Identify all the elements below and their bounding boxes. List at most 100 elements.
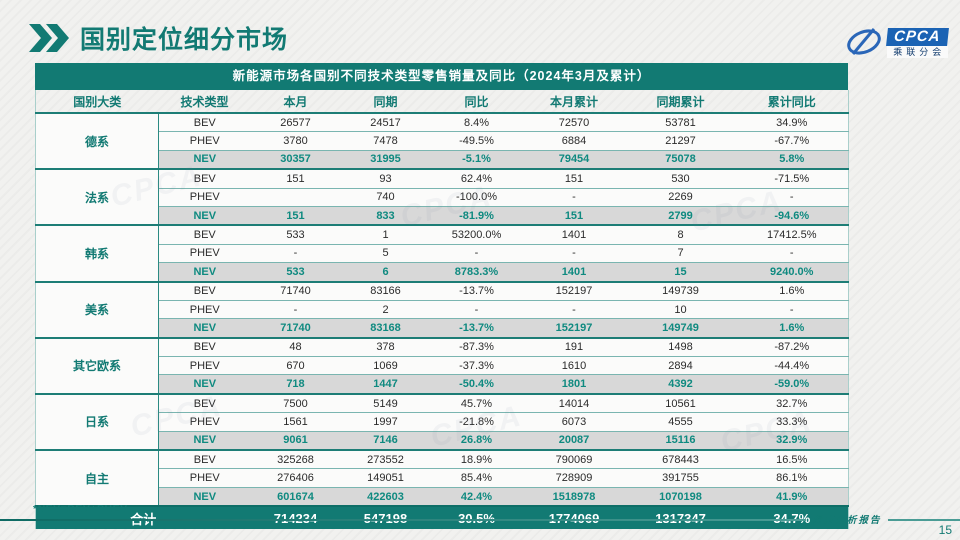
table-row: PHEV 276406 149051 85.4% 728909 391755 86.1% (36, 468, 849, 488)
cumulative-yoy-cell: -94.6% (735, 205, 849, 226)
prior-cumulative-cell: 10561 (625, 392, 736, 413)
yoy-cell: 18.9% (430, 449, 523, 469)
prior-cumulative-cell: 8 (625, 224, 736, 245)
tech-type-cell: BEV (158, 280, 251, 301)
current-month-cell: 151 (250, 205, 341, 226)
tech-type-cell: PHEV (158, 356, 251, 375)
prior-period-cell: 7478 (340, 131, 431, 151)
tech-type-cell: BEV (158, 336, 251, 357)
table-row: PHEV -2- -10- (36, 299, 849, 319)
cumulative-cell: 1774069 (522, 505, 626, 530)
current-month-cell: - (250, 243, 341, 263)
prior-cumulative-cell: 149749 (625, 318, 736, 338)
tech-type-cell: BEV (158, 112, 251, 132)
cumulative-cell: 79454 (522, 149, 626, 170)
prior-period-cell: 7146 (340, 430, 431, 451)
prior-cumulative-cell: 15116 (625, 430, 736, 451)
yoy-cell: -5.1% (430, 149, 523, 170)
cumulative-cell: - (522, 243, 626, 263)
prior-cumulative-cell: 1317347 (625, 505, 736, 530)
tech-type-cell: NEV (158, 374, 251, 394)
cumulative-yoy-cell: 34.7% (735, 505, 849, 530)
current-month-cell: 48 (250, 336, 341, 357)
table-row: PHEV 670 1069 -37.3% 1610 2894 -44.4% (36, 356, 849, 375)
current-month-cell: 601674 (250, 486, 341, 507)
table-row: PHEV 740 -100.0% -2269- (36, 187, 849, 207)
cumulative-cell: 72570 (522, 112, 626, 132)
table-row: NEV 9061 7146 26.8% 20087 15116 32.9% (36, 430, 849, 451)
table-row: 美系 BEV 71740 83166 -13.7% 152197 149739 1.6% (35, 280, 849, 338)
table-row: PHEV 1561 1997 -21.8% 6073 4555 33.3% (36, 412, 849, 432)
prior-period-cell: 31995 (340, 149, 431, 170)
tech-type-cell: BEV (158, 392, 251, 413)
cumulative-yoy-cell: 1.6% (735, 280, 849, 301)
yoy-cell: 30.5% (430, 505, 523, 530)
total-label: 合计 (35, 505, 251, 530)
column-header: 本月 (283, 94, 308, 109)
cumulative-cell: 6073 (522, 412, 626, 432)
current-month-cell: 151 (250, 168, 341, 189)
total-row: 合计71423454719830.5%1774069131734734.7% (35, 505, 849, 530)
yoy-cell: 45.7% (430, 392, 523, 413)
prior-cumulative-cell: 7 (625, 243, 736, 263)
current-month-cell: 325268 (250, 449, 341, 469)
yoy-cell: 8783.3% (430, 262, 523, 282)
country-group-label: 德系 (35, 111, 159, 170)
prior-period-cell: 740 (340, 187, 431, 207)
table-footnote: *NEV=BEV+PHEV (33, 503, 128, 515)
yoy-cell: -37.3% (430, 356, 523, 375)
prior-period-cell: 1069 (340, 356, 431, 375)
country-group-label: 美系 (35, 280, 159, 338)
current-month-cell: 714234 (250, 505, 341, 530)
cpca-logo: CPCA 乘联分会 (844, 26, 949, 60)
tech-type-cell: PHEV (158, 187, 251, 207)
current-month-cell: 9061 (250, 430, 341, 451)
prior-cumulative-cell: 1498 (625, 336, 736, 357)
cumulative-yoy-cell: 86.1% (735, 468, 849, 488)
current-month-cell: 718 (250, 374, 341, 394)
cumulative-yoy-cell: -87.2% (735, 336, 849, 357)
column-header: 累计同比 (767, 94, 816, 109)
yoy-cell: 53200.0% (430, 224, 523, 245)
yoy-cell: 42.4% (430, 486, 523, 507)
cumulative-cell: 790069 (522, 449, 626, 469)
yoy-cell: 26.8% (430, 430, 523, 451)
prior-period-cell: 149051 (340, 468, 431, 488)
table-row: PHEV 3780 7478 -49.5% 6884 21297 -67.7% (36, 131, 849, 151)
prior-period-cell: 24517 (340, 112, 431, 132)
current-month-cell: 533 (250, 262, 341, 282)
cumulative-yoy-cell: 32.9% (735, 430, 849, 451)
prior-cumulative-cell: 4392 (625, 374, 736, 394)
table-header-row: 国别大类 技术类型 本月 同期 同比 本月累计 同期累计 累计同比 (36, 90, 849, 113)
table-row: NEV 718 1447 -50.4% 1801 4392 -59.0% (36, 374, 849, 394)
table-row: NEV 30357 31995 -5.1% 79454 75078 5.8% (36, 149, 849, 170)
double-chevron-icon (29, 24, 69, 52)
cumulative-cell: 1610 (522, 356, 626, 375)
prior-period-cell: 5 (340, 243, 431, 263)
yoy-cell: - (430, 243, 523, 263)
column-header: 本月累计 (549, 94, 598, 109)
yoy-cell: 62.4% (430, 168, 523, 189)
prior-period-cell: 83166 (340, 280, 431, 301)
cumulative-yoy-cell: -59.0% (735, 374, 849, 394)
yoy-cell: -81.9% (430, 205, 523, 226)
table-title: 新能源市场各国别不同技术类型零售销量及同比（2024年3月及累计） (35, 63, 848, 90)
table-row: 韩系 BEV 533 1 53200.0% 1401 8 17412.5% (35, 224, 849, 282)
data-table-container: 新能源市场各国别不同技术类型零售销量及同比（2024年3月及累计） 国别大类 技术… (35, 63, 849, 530)
tech-type-cell: PHEV (158, 412, 251, 432)
table-row: 法系 BEV 151 93 62.4% 151 530 -71.5% (35, 168, 849, 226)
tech-type-cell: NEV (158, 149, 251, 170)
cumulative-cell: 152197 (522, 280, 626, 301)
current-month-cell: 71740 (250, 280, 341, 301)
tech-type-cell: PHEV (158, 243, 251, 263)
tech-type-cell: NEV (158, 318, 251, 338)
footer-divider-left (0, 519, 806, 521)
cumulative-yoy-cell: 1.6% (735, 318, 849, 338)
prior-period-cell: 93 (340, 168, 431, 189)
current-month-cell: - (250, 299, 341, 319)
country-group-label: 法系 (35, 168, 159, 226)
cpca-logo-acronym: CPCA (886, 28, 949, 46)
cumulative-yoy-cell: 41.9% (735, 486, 849, 507)
current-month-cell: 3780 (250, 131, 341, 151)
tech-type-cell: NEV (158, 430, 251, 451)
